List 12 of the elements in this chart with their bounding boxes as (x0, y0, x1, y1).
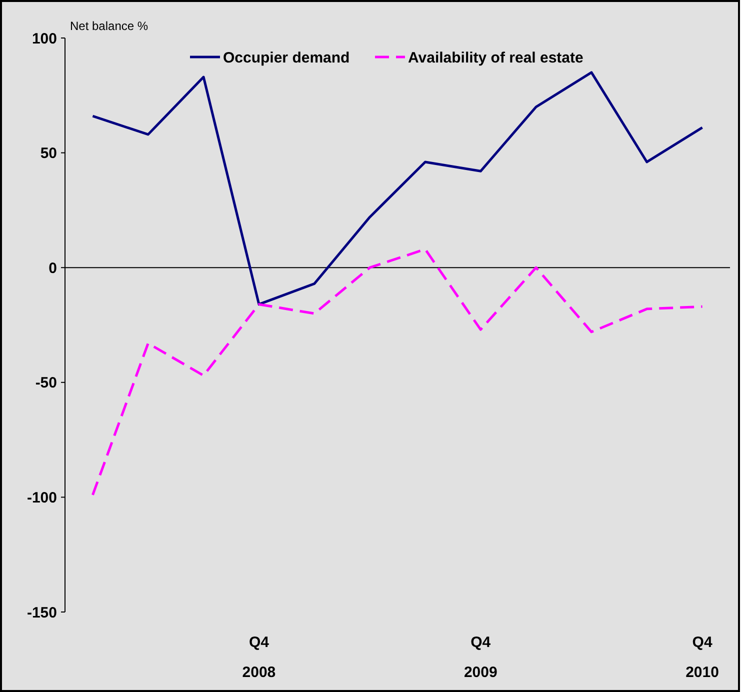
x-tick-label: Q4 2008 (242, 634, 276, 681)
y-axis-title: Net balance % (70, 19, 148, 33)
y-tick-label: 100 (32, 30, 57, 48)
y-tick-label: 50 (40, 145, 57, 162)
y-tick-label: 0 (48, 260, 57, 277)
y-tick-label: -150 (26, 604, 57, 622)
x-tick-label: Q4 2010 (686, 634, 719, 681)
y-tick-label: -50 (35, 374, 57, 392)
y-tick-label: -100 (26, 489, 57, 506)
x-tick-label: Q4 2009 (464, 634, 498, 681)
legend-label: Availability of real estate (408, 49, 584, 66)
legend-label: Occupier demand (223, 49, 350, 66)
